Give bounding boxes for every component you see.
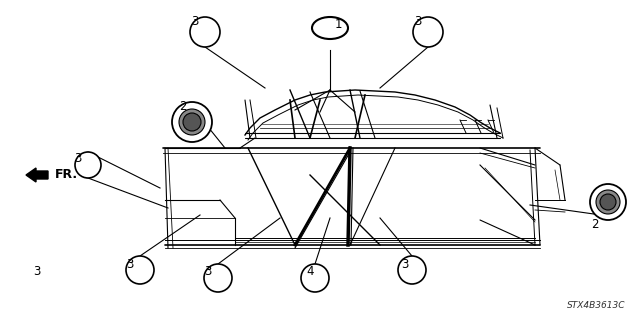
Circle shape bbox=[600, 194, 616, 210]
Text: 1: 1 bbox=[334, 18, 342, 31]
Circle shape bbox=[204, 264, 232, 292]
Ellipse shape bbox=[312, 17, 348, 39]
Text: 2: 2 bbox=[179, 100, 187, 113]
Text: 3: 3 bbox=[401, 258, 409, 271]
Circle shape bbox=[179, 109, 205, 135]
Text: 3: 3 bbox=[191, 15, 198, 28]
Text: FR.: FR. bbox=[55, 168, 78, 182]
Circle shape bbox=[75, 152, 101, 178]
Text: 3: 3 bbox=[74, 152, 82, 165]
Text: 4: 4 bbox=[307, 265, 314, 278]
Circle shape bbox=[596, 190, 620, 214]
Text: 2: 2 bbox=[591, 218, 599, 231]
Circle shape bbox=[413, 17, 443, 47]
Circle shape bbox=[398, 256, 426, 284]
Text: 3: 3 bbox=[126, 258, 134, 271]
Circle shape bbox=[126, 256, 154, 284]
Circle shape bbox=[172, 102, 212, 142]
Circle shape bbox=[183, 113, 201, 131]
Circle shape bbox=[301, 264, 329, 292]
Circle shape bbox=[590, 184, 626, 220]
Text: 3: 3 bbox=[204, 265, 212, 278]
FancyArrow shape bbox=[26, 168, 48, 182]
Text: 3: 3 bbox=[414, 15, 422, 28]
Circle shape bbox=[190, 17, 220, 47]
Text: 3: 3 bbox=[33, 265, 41, 278]
Text: STX4B3613C: STX4B3613C bbox=[566, 301, 625, 310]
